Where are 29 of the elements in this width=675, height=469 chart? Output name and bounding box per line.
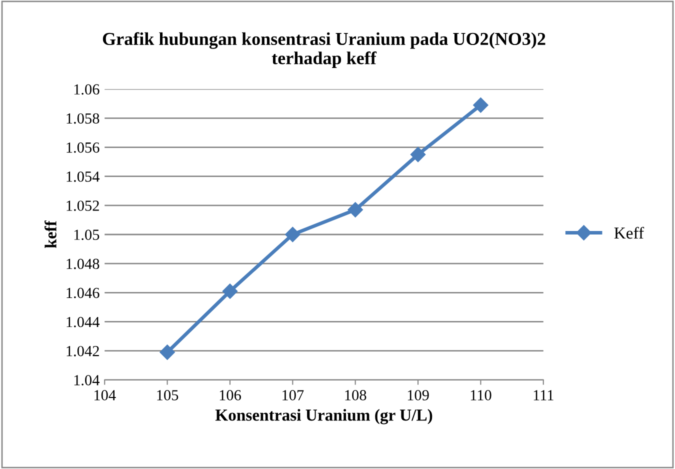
point (348, 202, 363, 218)
x-tick-label: 104 (94, 390, 116, 400)
point (410, 146, 426, 162)
y-tick-label: 1.04 (74, 375, 100, 386)
y-tick-label: 1.052 (66, 200, 99, 211)
point (160, 344, 175, 360)
point (473, 98, 488, 113)
y-tick-label: 1.042 (66, 346, 99, 356)
x-tick-label: 109 (408, 390, 429, 400)
y-tick-label: 1.048 (66, 258, 100, 270)
y-tick-label: 1.05 (74, 230, 100, 240)
y-tick-label: 1.044 (66, 316, 100, 328)
x-tick-label: 105 (157, 390, 178, 400)
point (285, 226, 300, 242)
legend-label: Keff (614, 226, 644, 239)
x-tick-label: 111 (534, 390, 554, 400)
y-tick-label: 1.06 (74, 84, 100, 95)
x-tick-label: 108 (345, 390, 366, 400)
y-tick-label: 1.058 (66, 113, 100, 124)
x-tick-label: 107 (282, 390, 304, 400)
y-axis-title: keff (44, 220, 56, 248)
y-tick-label: 1.046 (66, 288, 100, 298)
x-tick-label: 106 (220, 390, 241, 400)
point (222, 284, 238, 299)
y-tick-label: 1.056 (66, 142, 100, 153)
x-tick-label: 110 (470, 390, 492, 400)
x-axis-title: Konsentrasi Uranium (gr U/L) (215, 409, 432, 424)
y-tick-label: 1.054 (66, 171, 100, 182)
chart-title: Grafik hubungan konsentrasi Uranium pada UO2(NO3)2 terhadap keff (102, 32, 546, 68)
